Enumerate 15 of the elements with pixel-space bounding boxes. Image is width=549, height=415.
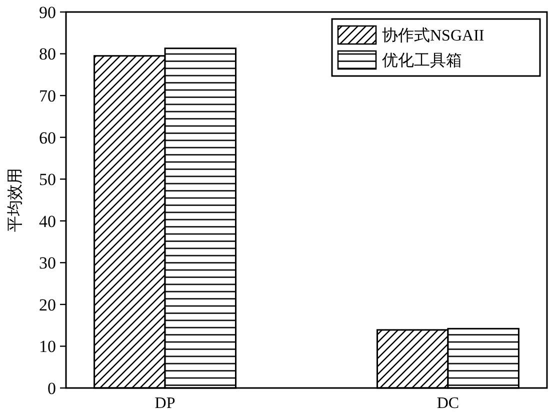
y-tick-label: 70 [39, 86, 56, 106]
y-tick-label: 60 [39, 128, 56, 148]
x-tick-label: DP [154, 395, 176, 412]
y-tick-label: 80 [39, 44, 56, 64]
y-tick-label: 90 [39, 2, 56, 22]
x-tick-label: DC [436, 395, 460, 412]
legend-label: 优化工具箱 [382, 52, 462, 70]
y-tick-label: 20 [39, 295, 56, 314]
y-tick-label: 30 [39, 254, 56, 273]
y-tick-label: 40 [39, 212, 56, 231]
legend-label: 协作式NSGAII [382, 26, 484, 45]
y-tick-label: 50 [39, 170, 56, 190]
y-axis-title: 平均效用 [7, 168, 24, 232]
y-tick-label: 10 [39, 337, 56, 356]
y-tick-label: 0 [48, 378, 56, 398]
